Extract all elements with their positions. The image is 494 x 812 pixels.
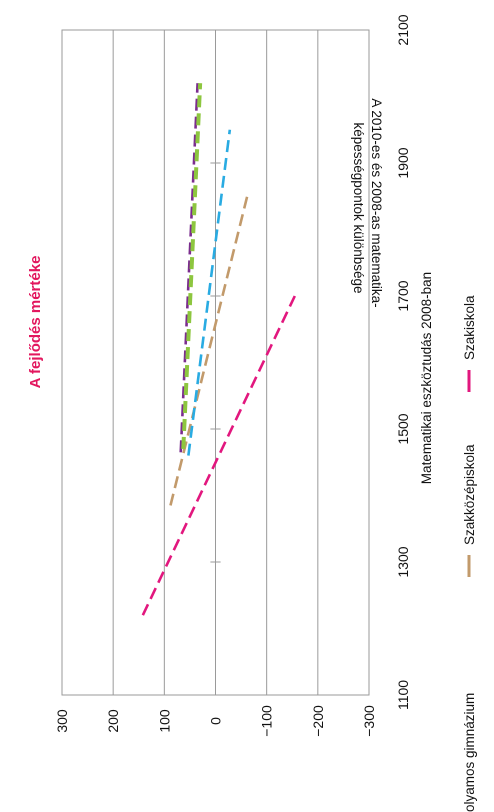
legend-label-1: Szakközépiskola <box>462 444 477 545</box>
y-tick-label: −100 <box>259 705 275 737</box>
y-tick-label: 100 <box>156 709 172 733</box>
series-line-4 <box>181 83 203 450</box>
series-lines <box>141 83 296 616</box>
tick-labels: 300 200 100 0 −100 −200 −300 1100 1300 1500 1700 19… <box>54 14 411 737</box>
y-tick-label: 0 <box>208 717 224 725</box>
series-line-0 <box>141 295 296 616</box>
legend-label-0: olyamos gimnázium <box>462 693 477 812</box>
series-line-2 <box>187 129 232 456</box>
x-axis-title: Matematikai eszköztudás 2008-ban <box>419 272 434 484</box>
series-line-1 <box>169 195 249 506</box>
legend-label-2: Szakiskola <box>462 295 477 360</box>
x-tick-label: 1500 <box>395 413 411 444</box>
y-axis-title-line-2: képességpontok különbsége <box>351 122 366 293</box>
x-tick-label: 1300 <box>395 546 411 577</box>
y-tick-label: 200 <box>105 709 121 733</box>
y-tick-label: 300 <box>54 709 70 733</box>
y-tick-label: −200 <box>310 705 326 737</box>
x-tick-label: 1900 <box>395 147 411 178</box>
x-tick-label: 1700 <box>395 280 411 311</box>
x-tick-label: 2100 <box>395 14 411 45</box>
y-axis-title-line-1: A 2010-es és 2008-as matematika- <box>369 98 384 307</box>
legend: olyamos gimnázium Szakközépiskola Szakisko… <box>462 295 477 812</box>
grid <box>61 29 370 696</box>
x-tick-label: 1100 <box>395 680 411 710</box>
y-tick-label: −300 <box>361 705 377 737</box>
series-line-3 <box>179 83 199 453</box>
chart-title: A fejlődés mértéke <box>27 256 44 389</box>
